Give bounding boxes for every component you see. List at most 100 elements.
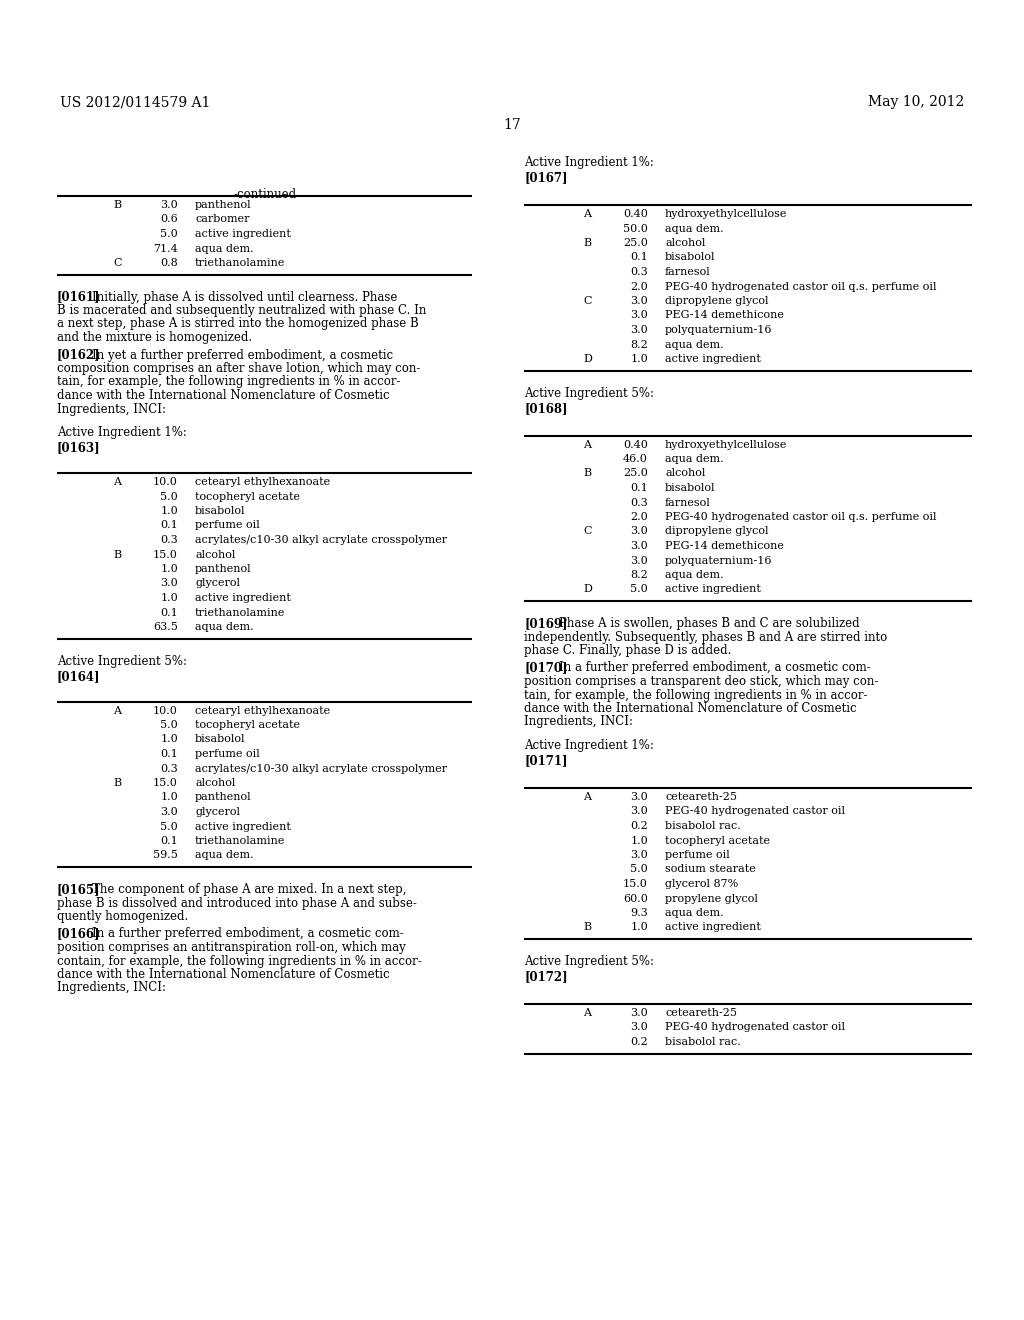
Text: bisabolol: bisabolol <box>195 506 246 516</box>
Text: 63.5: 63.5 <box>154 622 178 632</box>
Text: glycerol: glycerol <box>195 807 240 817</box>
Text: composition comprises an after shave lotion, which may con-: composition comprises an after shave lot… <box>57 362 421 375</box>
Text: 5.0: 5.0 <box>160 821 178 832</box>
Text: independently. Subsequently, phases B and A are stirred into: independently. Subsequently, phases B an… <box>524 631 887 644</box>
Text: active ingredient: active ingredient <box>195 228 291 239</box>
Text: 3.0: 3.0 <box>630 541 648 550</box>
Text: 0.40: 0.40 <box>624 440 648 450</box>
Text: triethanolamine: triethanolamine <box>195 836 286 846</box>
Text: The component of phase A are mixed. In a next step,: The component of phase A are mixed. In a… <box>92 883 407 896</box>
Text: 3.0: 3.0 <box>630 527 648 536</box>
Text: Ingredients, INCI:: Ingredients, INCI: <box>524 715 633 729</box>
Text: dance with the International Nomenclature of Cosmetic: dance with the International Nomenclatur… <box>57 968 389 981</box>
Text: 0.3: 0.3 <box>160 535 178 545</box>
Text: aqua dem.: aqua dem. <box>665 223 724 234</box>
Text: [0165]: [0165] <box>57 883 100 896</box>
Text: 1.0: 1.0 <box>160 593 178 603</box>
Text: bisabolol: bisabolol <box>195 734 246 744</box>
Text: 3.0: 3.0 <box>160 201 178 210</box>
Text: 0.2: 0.2 <box>630 821 648 832</box>
Text: panthenol: panthenol <box>195 201 252 210</box>
Text: 10.0: 10.0 <box>154 477 178 487</box>
Text: 25.0: 25.0 <box>624 238 648 248</box>
Text: [0161]: [0161] <box>57 290 100 304</box>
Text: alcohol: alcohol <box>195 549 236 560</box>
Text: PEG-14 demethicone: PEG-14 demethicone <box>665 310 784 321</box>
Text: 3.0: 3.0 <box>630 325 648 335</box>
Text: 0.1: 0.1 <box>160 836 178 846</box>
Text: 0.1: 0.1 <box>630 483 648 492</box>
Text: alcohol: alcohol <box>665 469 706 479</box>
Text: panthenol: panthenol <box>195 564 252 574</box>
Text: bisabolol: bisabolol <box>665 252 716 263</box>
Text: and the mixture is homogenized.: and the mixture is homogenized. <box>57 331 252 345</box>
Text: 1.0: 1.0 <box>630 836 648 846</box>
Text: Active Ingredient 5%:: Active Ingredient 5%: <box>524 387 654 400</box>
Text: 3.0: 3.0 <box>160 578 178 589</box>
Text: B: B <box>583 469 591 479</box>
Text: A: A <box>583 440 591 450</box>
Text: 15.0: 15.0 <box>154 777 178 788</box>
Text: 3.0: 3.0 <box>630 556 648 565</box>
Text: quently homogenized.: quently homogenized. <box>57 909 188 923</box>
Text: 0.6: 0.6 <box>160 214 178 224</box>
Text: cetearyl ethylhexanoate: cetearyl ethylhexanoate <box>195 705 330 715</box>
Text: 1.0: 1.0 <box>160 564 178 574</box>
Text: D: D <box>583 354 592 364</box>
Text: 0.3: 0.3 <box>160 763 178 774</box>
Text: 0.1: 0.1 <box>160 607 178 618</box>
Text: [0167]: [0167] <box>524 172 567 185</box>
Text: A: A <box>113 705 121 715</box>
Text: glycerol: glycerol <box>195 578 240 589</box>
Text: position comprises an antitranspiration roll-on, which may: position comprises an antitranspiration … <box>57 941 406 954</box>
Text: 0.40: 0.40 <box>624 209 648 219</box>
Text: Active Ingredient 1%:: Active Ingredient 1%: <box>524 156 654 169</box>
Text: 15.0: 15.0 <box>624 879 648 888</box>
Text: active ingredient: active ingredient <box>665 354 761 364</box>
Text: active ingredient: active ingredient <box>665 923 761 932</box>
Text: 0.3: 0.3 <box>630 267 648 277</box>
Text: acrylates/c10-30 alkyl acrylate crosspolymer: acrylates/c10-30 alkyl acrylate crosspol… <box>195 763 447 774</box>
Text: [0162]: [0162] <box>57 348 100 362</box>
Text: A: A <box>583 1008 591 1018</box>
Text: aqua dem.: aqua dem. <box>195 622 254 632</box>
Text: 2.0: 2.0 <box>630 281 648 292</box>
Text: bisabolol rac.: bisabolol rac. <box>665 1038 740 1047</box>
Text: In a further preferred embodiment, a cosmetic com-: In a further preferred embodiment, a cos… <box>92 928 403 940</box>
Text: 15.0: 15.0 <box>154 549 178 560</box>
Text: D: D <box>583 585 592 594</box>
Text: 5.0: 5.0 <box>160 228 178 239</box>
Text: 5.0: 5.0 <box>160 719 178 730</box>
Text: [0163]: [0163] <box>57 441 100 454</box>
Text: tain, for example, the following ingredients in % in accor-: tain, for example, the following ingredi… <box>57 375 400 388</box>
Text: 3.0: 3.0 <box>630 807 648 817</box>
Text: -continued: -continued <box>233 187 297 201</box>
Text: dipropylene glycol: dipropylene glycol <box>665 296 768 306</box>
Text: active ingredient: active ingredient <box>195 593 291 603</box>
Text: active ingredient: active ingredient <box>665 585 761 594</box>
Text: [0171]: [0171] <box>524 755 567 767</box>
Text: aqua dem.: aqua dem. <box>665 339 724 350</box>
Text: panthenol: panthenol <box>195 792 252 803</box>
Text: C: C <box>113 257 122 268</box>
Text: C: C <box>583 296 592 306</box>
Text: aqua dem.: aqua dem. <box>195 243 254 253</box>
Text: PEG-40 hydrogenated castor oil: PEG-40 hydrogenated castor oil <box>665 1023 845 1032</box>
Text: tocopheryl acetate: tocopheryl acetate <box>195 491 300 502</box>
Text: perfume oil: perfume oil <box>195 748 260 759</box>
Text: 71.4: 71.4 <box>154 243 178 253</box>
Text: [0168]: [0168] <box>524 403 567 414</box>
Text: 46.0: 46.0 <box>624 454 648 465</box>
Text: 3.0: 3.0 <box>630 1023 648 1032</box>
Text: 50.0: 50.0 <box>624 223 648 234</box>
Text: A: A <box>583 792 591 803</box>
Text: polyquaternium-16: polyquaternium-16 <box>665 325 772 335</box>
Text: phase C. Finally, phase D is added.: phase C. Finally, phase D is added. <box>524 644 731 657</box>
Text: sodium stearate: sodium stearate <box>665 865 756 874</box>
Text: [0166]: [0166] <box>57 928 100 940</box>
Text: PEG-14 demethicone: PEG-14 demethicone <box>665 541 784 550</box>
Text: triethanolamine: triethanolamine <box>195 607 286 618</box>
Text: tocopheryl acetate: tocopheryl acetate <box>665 836 770 846</box>
Text: Active Ingredient 5%:: Active Ingredient 5%: <box>57 655 187 668</box>
Text: aqua dem.: aqua dem. <box>665 570 724 579</box>
